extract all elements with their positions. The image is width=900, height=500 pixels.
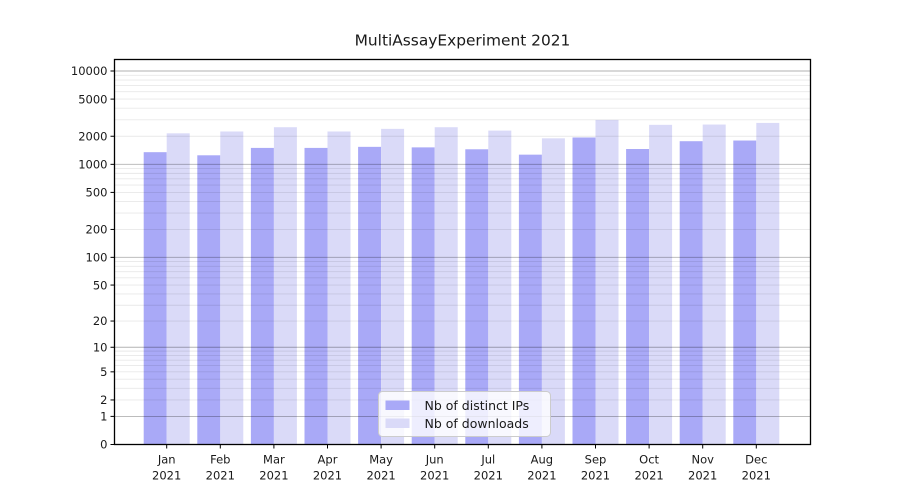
legend-label-distinct-ips: Nb of distinct IPs (425, 398, 530, 413)
bar-distinct-ips-jul (465, 149, 489, 445)
bar-distinct-ips-jan (143, 152, 167, 445)
x-tick-label-year-apr: 2021 (313, 469, 342, 483)
legend: Nb of distinct IPs Nb of downloads (378, 391, 551, 437)
x-tick-label-month-apr: Apr (318, 453, 338, 467)
bar-distinct-ips-mar (250, 147, 274, 445)
x-tick-label-month-feb: Feb (210, 453, 230, 467)
x-tick-label-month-aug: Aug (531, 453, 553, 467)
y-tick-label-5: 5 (100, 365, 107, 379)
x-tick-label-year-feb: 2021 (206, 469, 235, 483)
bar-distinct-ips-apr (304, 147, 328, 445)
y-tick-label-10: 10 (93, 340, 108, 354)
bar-distinct-ips-jun (411, 147, 435, 445)
bars-layer (143, 119, 780, 445)
bar-downloads-nov (702, 124, 726, 445)
x-tick-label-month-may: May (369, 453, 393, 467)
x-tick-label-year-sep: 2021 (581, 469, 610, 483)
x-tick-label-month-nov: Nov (691, 453, 714, 467)
x-tick-label-month-oct: Oct (639, 453, 659, 467)
legend-swatch-distinct-ips (385, 400, 410, 410)
x-tick-label-year-jul: 2021 (474, 469, 503, 483)
bar-downloads-jun (434, 127, 458, 445)
bar-downloads-mar (273, 127, 297, 445)
bar-distinct-ips-dec (733, 140, 757, 445)
bar-downloads-feb (220, 131, 244, 445)
legend-label-downloads: Nb of downloads (425, 416, 529, 431)
x-tick-label-month-jun: Jun (425, 453, 444, 467)
y-tick-label-10000: 10000 (71, 64, 108, 78)
y-tick-label-2: 2 (100, 393, 107, 407)
x-tick-label-year-may: 2021 (366, 469, 395, 483)
legend-box (378, 391, 551, 437)
x-axis-ticks: Jan 2021 Feb 2021 Mar 2021 Apr 2021 May 2021 Jun 20… (152, 444, 771, 483)
bar-downloads-sep (595, 119, 619, 445)
y-tick-label-1: 1 (100, 410, 107, 424)
x-tick-label-year-aug: 2021 (527, 469, 556, 483)
x-tick-label-year-mar: 2021 (259, 469, 288, 483)
y-axis-ticks: 0 1 2 5 10 20 50 100 200 500 1000 2000 5000 10000 (71, 64, 115, 452)
y-tick-label-2000: 2000 (78, 129, 107, 143)
y-tick-label-0: 0 (100, 438, 107, 452)
bar-downloads-dec (756, 122, 780, 445)
y-tick-label-50: 50 (93, 278, 108, 292)
gridlines-layer (114, 70, 811, 417)
legend-swatch-downloads (385, 418, 410, 428)
bar-downloads-jan (166, 133, 190, 445)
bar-distinct-ips-nov (679, 141, 703, 445)
bar-downloads-may (381, 128, 405, 445)
bar-distinct-ips-oct (626, 149, 650, 445)
x-tick-label-year-oct: 2021 (634, 469, 663, 483)
x-tick-label-year-nov: 2021 (688, 469, 717, 483)
y-tick-label-200: 200 (86, 223, 108, 237)
x-tick-label-month-jan: Jan (157, 453, 176, 467)
x-tick-label-year-jan: 2021 (152, 469, 181, 483)
x-tick-label-year-dec: 2021 (742, 469, 771, 483)
plot-border (113, 58, 812, 446)
y-tick-label-100: 100 (86, 251, 108, 265)
bar-distinct-ips-sep (572, 137, 596, 445)
x-tick-label-month-sep: Sep (585, 453, 607, 467)
bar-downloads-jul (488, 130, 512, 445)
y-tick-label-1000: 1000 (78, 158, 107, 172)
x-tick-label-month-mar: Mar (263, 453, 285, 467)
bar-distinct-ips-may (358, 146, 382, 445)
bar-downloads-apr (327, 131, 351, 445)
y-tick-label-5000: 5000 (78, 92, 107, 106)
y-tick-label-500: 500 (86, 186, 108, 200)
x-tick-label-month-jul: Jul (480, 453, 495, 467)
chart-title: MultiAssayExperiment 2021 (355, 32, 571, 50)
bar-downloads-aug (541, 138, 565, 445)
bar-downloads-oct (649, 124, 673, 445)
x-tick-label-month-dec: Dec (745, 453, 767, 467)
bar-distinct-ips-aug (518, 154, 542, 445)
bar-distinct-ips-feb (197, 155, 221, 445)
x-tick-label-year-jun: 2021 (420, 469, 449, 483)
y-tick-label-20: 20 (93, 314, 108, 328)
